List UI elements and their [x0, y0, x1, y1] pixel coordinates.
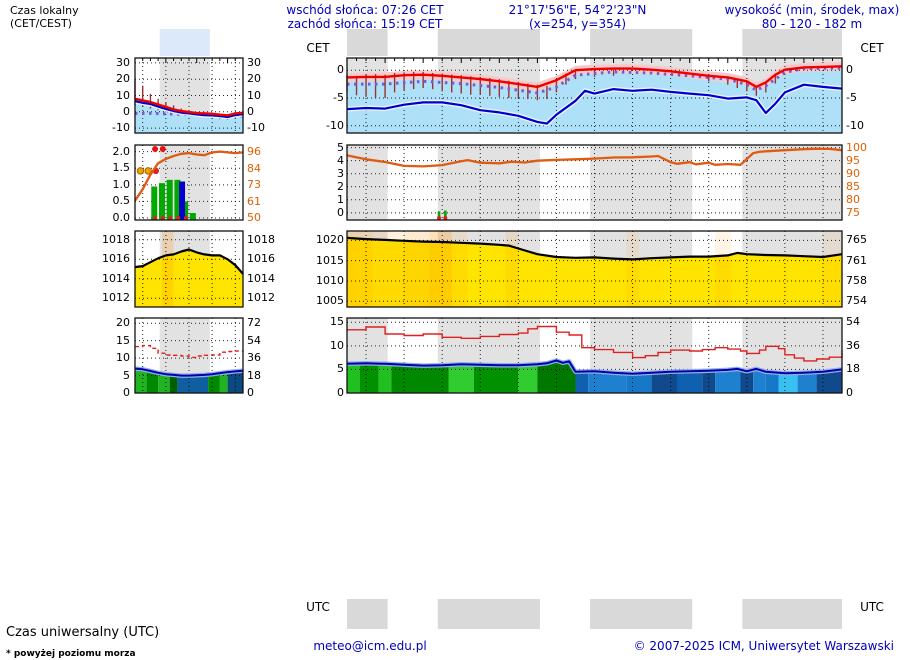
axis-tick-label: 54 — [247, 334, 261, 347]
panel-wiatr — [346, 317, 843, 394]
axis-tick-label: 10 — [330, 339, 344, 352]
axis-tick-label: 1018 — [102, 233, 130, 246]
axis-tick-label: 5 — [123, 369, 130, 382]
panel-temperatura — [346, 57, 843, 134]
utc-label-right: UTC — [860, 600, 884, 614]
axis-tick-label: 2.0 — [112, 145, 131, 158]
axis-tick-label: 1016 — [102, 252, 130, 265]
axis-tick-label: 1 — [337, 193, 344, 206]
axis-tick-label: 1020 — [316, 233, 344, 246]
axis-tick-label: 10 — [247, 89, 261, 102]
axis-tick-label: 0 — [123, 386, 130, 399]
axis-tick-label: 765 — [846, 233, 867, 246]
axis-tick-label: 0 — [846, 386, 853, 399]
axis-tick-label: 1016 — [247, 252, 275, 265]
axis-tick-label: 1014 — [247, 272, 275, 285]
axis-tick-label: -5 — [846, 91, 857, 104]
axis-tick-label: 5 — [337, 362, 344, 375]
contact-email-link[interactable]: meteo@icm.edu.pl — [313, 639, 427, 653]
axis-tick-label: 1012 — [102, 291, 130, 304]
axis-tick-label: 0.0 — [112, 211, 131, 224]
axis-tick-label: 15 — [330, 315, 344, 328]
sunset-text: zachód słońca: 15:19 CET — [287, 17, 443, 31]
axis-tick-label: -10 — [326, 119, 344, 132]
axis-tick-label: 50 — [247, 211, 261, 224]
axis-tick-label: 0 — [337, 386, 344, 399]
axis-tick-label: 36 — [846, 339, 860, 352]
axis-tick-label: 0 — [337, 206, 344, 219]
cet-label-right: CET — [860, 41, 884, 55]
axis-tick-label: 100 — [846, 141, 867, 154]
mini-panel-wiatr — [134, 317, 244, 394]
axis-tick-label: 0 — [123, 105, 130, 118]
axis-tick-label: 0 — [337, 63, 344, 76]
mini-panel-opad — [134, 144, 244, 221]
axis-tick-label: 80 — [846, 193, 860, 206]
axis-tick-label: 1018 — [247, 233, 275, 246]
axis-tick-label: 54 — [846, 315, 860, 328]
axis-tick-label: 30 — [247, 56, 261, 69]
axis-tick-label: -10 — [247, 121, 265, 134]
time-axis-strips — [159, 29, 842, 629]
mini-panel-temperatura — [134, 57, 244, 134]
axis-tick-label: -10 — [846, 119, 864, 132]
axis-tick-label: 10 — [116, 89, 130, 102]
axis-tick-label: 1.5 — [112, 161, 131, 174]
axis-tick-label: 85 — [846, 180, 860, 193]
coordinates-text: 21°17'56"E, 54°2'23"N — [508, 3, 647, 17]
axis-tick-label: 1012 — [247, 291, 275, 304]
axis-tick-label: -10 — [112, 121, 130, 134]
altitude-label: wysokość (min, środek, max) — [724, 3, 900, 17]
panel-opad — [346, 144, 843, 221]
axis-tick-label: 758 — [846, 274, 867, 287]
axis-tick-label: 84 — [247, 162, 261, 175]
axis-tick-label: 761 — [846, 254, 867, 267]
grid-xy-text: (x=254, y=354) — [528, 17, 627, 31]
local-time-label-2: (CET/CEST) — [10, 17, 72, 30]
axis-tick-label: 20 — [247, 72, 261, 85]
axis-tick-label: 0 — [846, 63, 853, 76]
axis-tick-label: 0 — [247, 105, 254, 118]
axis-tick-label: 15 — [116, 334, 130, 347]
axis-tick-label: 18 — [846, 362, 860, 375]
asl-note: * powyżej poziomu morza — [6, 649, 136, 659]
axis-tick-label: 90 — [846, 167, 860, 180]
utc-label-left: UTC — [306, 600, 330, 614]
axis-tick-label: 754 — [846, 294, 867, 307]
axis-tick-label: 4 — [337, 154, 344, 167]
axis-tick-label: 0 — [247, 386, 254, 399]
axis-tick-label: 0.5 — [112, 194, 131, 207]
copyright-text: © 2007-2025 ICM, Uniwersytet Warszawski — [633, 639, 894, 653]
axis-tick-label: 1005 — [316, 294, 344, 307]
utc-caption: Czas uniwersalny (UTC) — [6, 625, 160, 640]
axis-tick-label: 5 — [337, 141, 344, 154]
axis-tick-label: 20 — [116, 72, 130, 85]
axis-tick-label: 1010 — [316, 274, 344, 287]
panel-cisnienie — [346, 230, 843, 308]
axis-tick-label: -5 — [333, 91, 344, 104]
axis-tick-label: 95 — [846, 154, 860, 167]
axis-tick-label: 3 — [337, 167, 344, 180]
axis-tick-label: 75 — [846, 206, 860, 219]
local-time-label-1: Czas lokalny — [10, 4, 79, 17]
axis-tick-label: 1.0 — [112, 178, 131, 191]
axis-tick-label: 20 — [116, 316, 130, 329]
axis-tick-label: 2 — [337, 180, 344, 193]
axis-tick-label: 30 — [116, 56, 130, 69]
axis-tick-label: 72 — [247, 316, 261, 329]
axis-tick-label: 1014 — [102, 272, 130, 285]
axis-tick-label: 73 — [247, 178, 261, 191]
axis-tick-label: 96 — [247, 145, 261, 158]
axis-tick-label: 61 — [247, 195, 261, 208]
axis-tick-label: 36 — [247, 351, 261, 364]
axis-tick-label: 10 — [116, 351, 130, 364]
mini-panel-cisnienie — [134, 230, 244, 308]
altitude-values: 80 - 120 - 182 m — [761, 17, 863, 31]
sunrise-text: wschód słońca: 07:26 CET — [286, 3, 444, 17]
axis-tick-label: 1015 — [316, 254, 344, 267]
cet-label-left: CET — [306, 41, 330, 55]
axis-tick-label: 18 — [247, 369, 261, 382]
